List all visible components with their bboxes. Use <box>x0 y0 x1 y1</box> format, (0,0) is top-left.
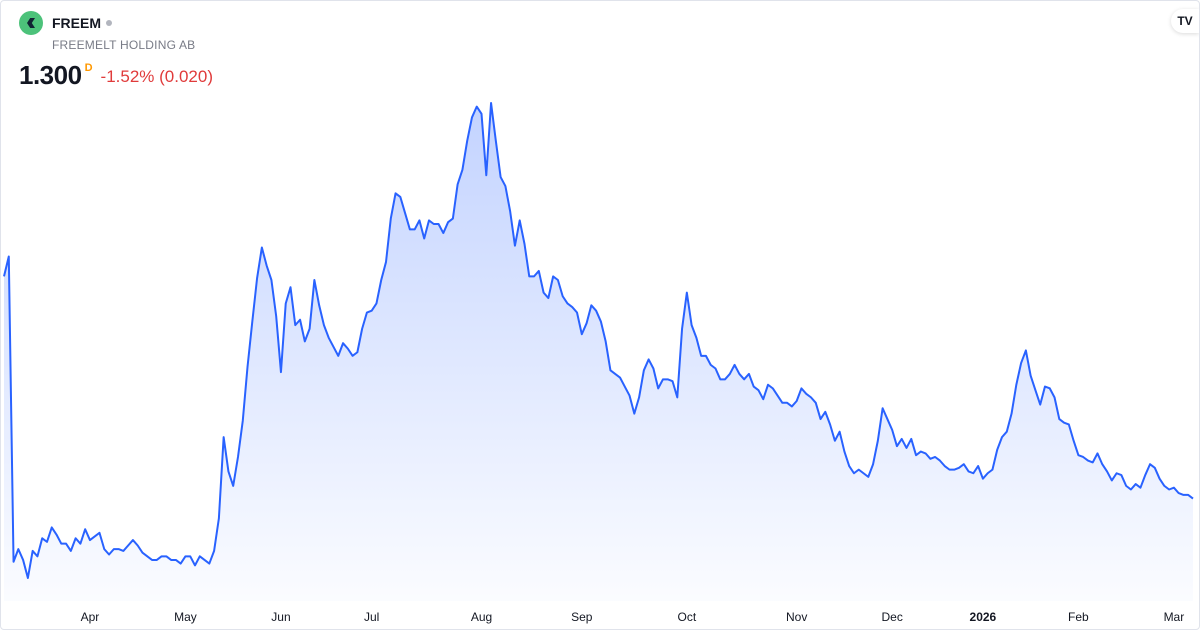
tradingview-logo[interactable]: TV <box>1171 9 1199 33</box>
price-row: 1.300 D -1.52% (0.020) <box>19 60 213 91</box>
x-tick-label: Aug <box>471 610 492 624</box>
company-name: FREEMELT HOLDING AB <box>52 38 196 52</box>
x-tick-label: May <box>174 610 197 624</box>
header: FREEM FREEMELT HOLDING AB 1.300 D -1.52%… <box>19 11 213 91</box>
symbol-row: FREEM <box>19 11 213 35</box>
x-tick-label: Jul <box>364 610 379 624</box>
area-fill <box>4 103 1193 601</box>
price-change: -1.52% (0.020) <box>100 67 213 86</box>
x-tick-label: Sep <box>571 610 593 624</box>
last-price: 1.300 <box>19 60 82 90</box>
price-line <box>3 102 1194 579</box>
status-dot <box>106 20 112 26</box>
logo <box>19 11 43 35</box>
x-tick-label: Oct <box>678 610 697 624</box>
x-tick-label: Nov <box>786 610 807 624</box>
x-tick-label: Apr <box>81 610 100 624</box>
x-tick-label: 2026 <box>970 610 997 624</box>
x-tick-label: Mar <box>1164 610 1185 624</box>
x-tick-label: Jun <box>271 610 290 624</box>
x-tick-label: Feb <box>1068 610 1089 624</box>
interval-flag: D <box>84 62 93 74</box>
symbol[interactable]: FREEM <box>52 15 101 31</box>
x-tick-label: Dec <box>881 610 902 624</box>
